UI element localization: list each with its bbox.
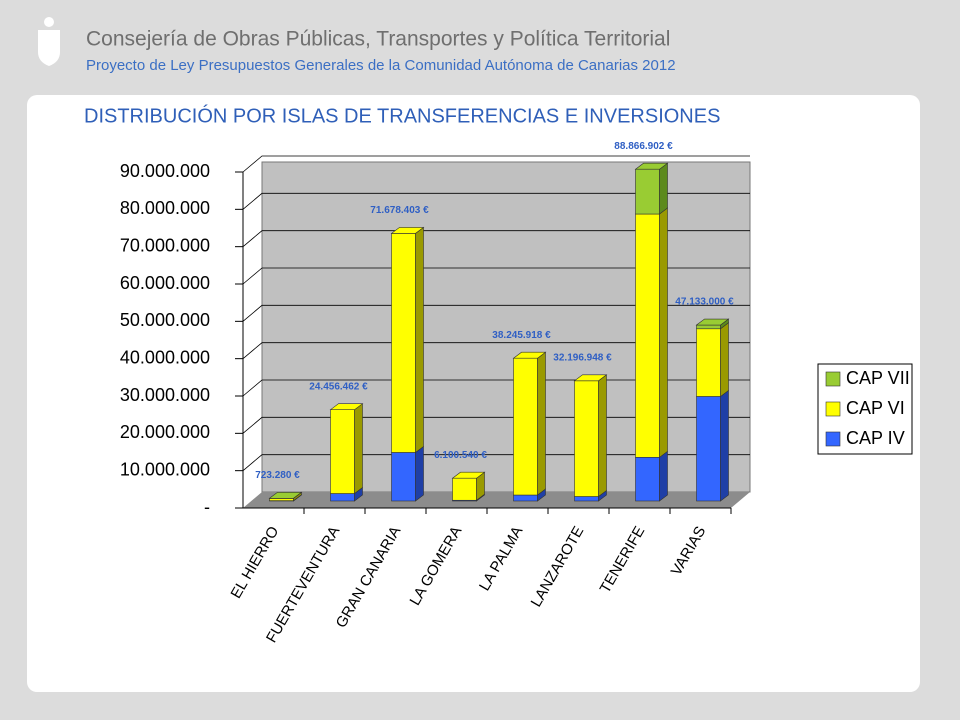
bar-top: [390, 227, 425, 234]
legend-label: CAP VI: [846, 398, 905, 418]
total-label: 47.133.000 €: [675, 297, 734, 308]
bar-side: [354, 403, 363, 495]
bar-segment: [269, 498, 294, 501]
header-title: Consejería de Obras Públicas, Transporte…: [86, 28, 670, 51]
y-tick-label: 60.000.000: [120, 273, 210, 293]
y-tick-label: 40.000.000: [120, 347, 210, 367]
bar-segment: [635, 213, 660, 458]
bar-segment: [513, 357, 538, 496]
y-tick-label: 10.000.000: [120, 459, 210, 479]
bar-top: [329, 403, 364, 410]
bar-side: [659, 207, 668, 458]
total-label: 71.678.403 €: [370, 205, 429, 216]
bar-segment: [635, 457, 660, 502]
logo-crown: [44, 17, 54, 27]
legend-swatch: [825, 371, 841, 387]
y-tick-label: 20.000.000: [120, 422, 210, 442]
total-label: 88.866.902 €: [614, 141, 673, 152]
legend-swatch: [825, 431, 841, 447]
logo-shield: [38, 30, 60, 66]
bar-top: [634, 162, 669, 170]
bar-side: [720, 322, 729, 398]
bar-segment: [635, 168, 660, 215]
total-label: 32.196.948 €: [553, 352, 612, 363]
legend-label: CAP VII: [846, 368, 910, 388]
y-tick-label: 30.000.000: [120, 385, 210, 405]
bar-side: [598, 374, 607, 498]
bar-segment: [391, 233, 416, 453]
grid-line: [242, 342, 750, 359]
bar-top: [512, 351, 547, 359]
bar-segment: [330, 493, 355, 502]
y-tick-label: 70.000.000: [120, 235, 210, 255]
total-label: 723.280 €: [255, 470, 300, 481]
floor: [243, 492, 750, 508]
total-label: 24.456.462 €: [309, 381, 368, 392]
bar-segment: [696, 328, 721, 397]
bar-top: [695, 318, 730, 326]
bar-side: [415, 445, 424, 502]
logo: [38, 17, 60, 66]
legend-label: CAP IV: [846, 428, 905, 448]
bar-segment: [696, 396, 721, 502]
y-tick-label: 90.000.000: [120, 161, 210, 181]
bar-side: [720, 389, 729, 502]
chart-title: DISTRIBUCIÓN POR ISLAS DE TRANSFERENCIAS…: [84, 104, 720, 127]
bar-side: [537, 351, 546, 496]
bar-side: [415, 226, 424, 454]
bar-segment: [513, 494, 538, 502]
grid-line: [242, 267, 750, 285]
grid-line: [242, 230, 750, 247]
bar-segment: [452, 477, 477, 501]
y-tick-label: -: [204, 497, 210, 517]
bar-segment: [391, 452, 416, 502]
grid-line: [242, 304, 750, 322]
y-tick-label: 50.000.000: [120, 310, 210, 330]
total-label: 6.100.540 €: [434, 450, 487, 461]
total-label: 38.245.918 €: [492, 330, 551, 341]
bar-segment: [574, 380, 599, 497]
bar-top: [268, 491, 303, 499]
y-tick-label: 80.000.000: [120, 198, 210, 218]
bar-side: [659, 450, 668, 502]
grid-line: [242, 192, 750, 210]
bar-segment: [330, 409, 355, 494]
bar-segment: [574, 496, 599, 502]
grid-line: [242, 155, 750, 173]
bar-top: [451, 471, 486, 479]
header-subtitle: Proyecto de Ley Presupuestos Generales d…: [86, 57, 676, 74]
bar-top: [573, 374, 608, 382]
legend-swatch: [825, 401, 841, 417]
bar-side: [659, 162, 668, 215]
bar-segment: [696, 324, 721, 330]
